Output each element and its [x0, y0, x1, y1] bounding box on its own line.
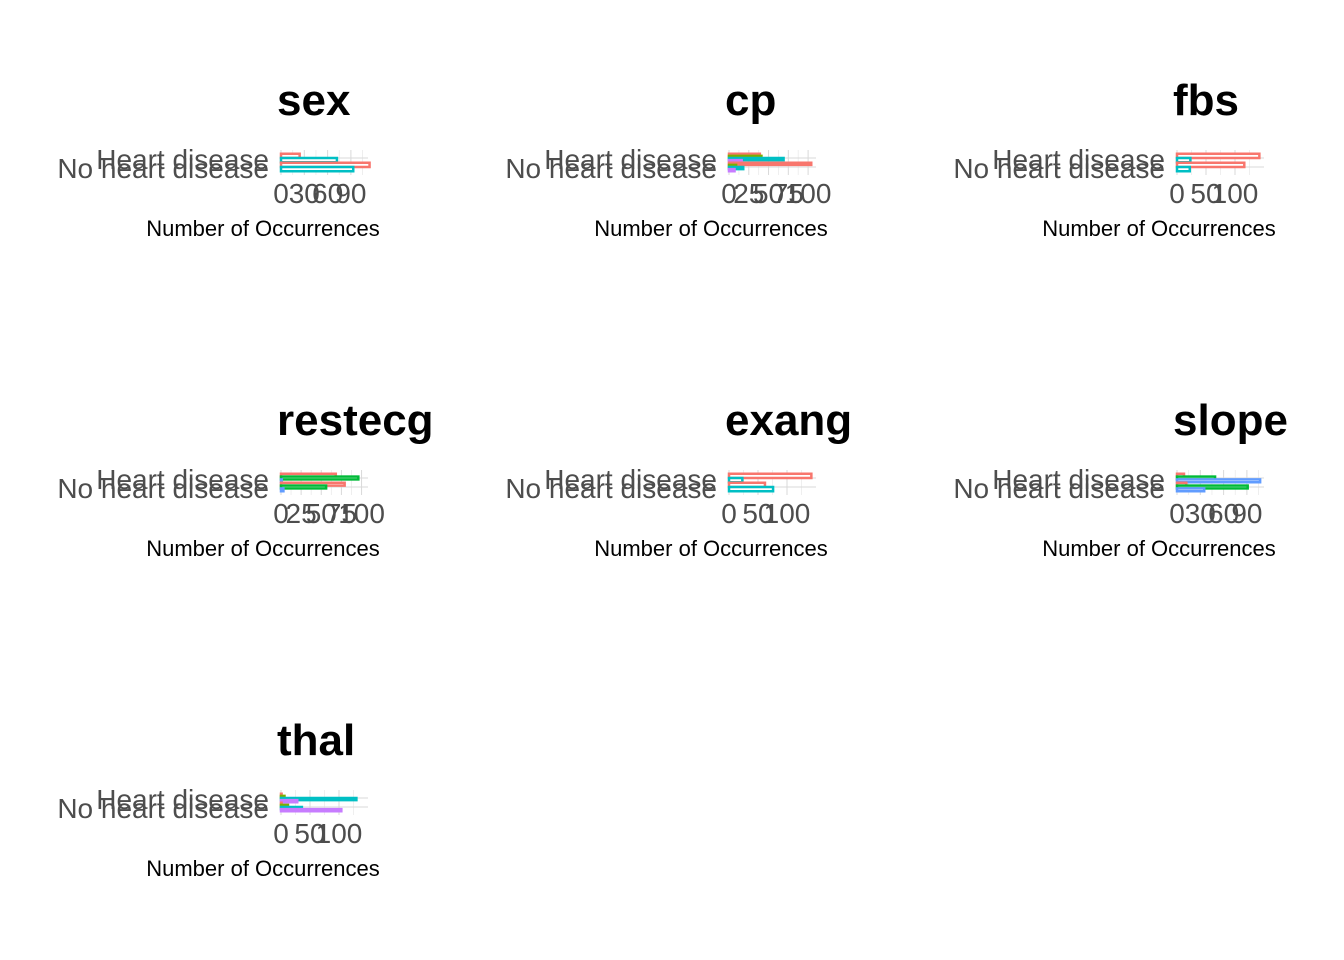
- x-tick-label: 0: [273, 498, 289, 529]
- x-tick-label: 50: [1190, 178, 1221, 209]
- bar: [1175, 478, 1262, 484]
- y-tick-label: Heart disease: [96, 144, 269, 175]
- x-tick-label: 30: [289, 178, 320, 209]
- x-tick-label: 30: [1185, 498, 1216, 529]
- y-tick-label: No heart disease: [505, 153, 717, 184]
- bar: [727, 472, 813, 480]
- bar: [727, 167, 736, 173]
- facet-title: slope: [1173, 396, 1288, 445]
- x-tick-label: 50: [306, 498, 337, 529]
- x-tick-label: 100: [316, 818, 363, 849]
- x-axis-label: Number of Occurrences: [1042, 216, 1276, 241]
- y-tick-label: No heart disease: [57, 793, 269, 824]
- bar: [727, 485, 775, 493]
- x-tick-label: 75: [326, 498, 357, 529]
- bar: [1175, 487, 1206, 493]
- bar: [279, 798, 299, 804]
- x-tick-label: 100: [764, 498, 811, 529]
- x-axis-label: Number of Occurrences: [146, 216, 380, 241]
- x-tick-label: 50: [742, 498, 773, 529]
- facet-title: restecg: [277, 396, 434, 445]
- bar: [279, 165, 355, 173]
- y-tick-label: No heart disease: [953, 153, 1165, 184]
- y-tick-label: Heart disease: [544, 144, 717, 175]
- bar: [279, 807, 343, 813]
- y-tick-label: No heart disease: [57, 153, 269, 184]
- x-tick-label: 0: [273, 818, 289, 849]
- y-tick-label: No heart disease: [505, 473, 717, 504]
- bar: [279, 475, 360, 481]
- facet-title: exang: [725, 396, 852, 445]
- x-tick-label: 75: [773, 178, 804, 209]
- y-tick-label: Heart disease: [992, 144, 1165, 175]
- x-tick-label: 25: [286, 498, 317, 529]
- bar: [1175, 484, 1249, 490]
- x-tick-label: 0: [1169, 498, 1185, 529]
- x-axis-label: Number of Occurrences: [146, 536, 380, 561]
- y-tick-label: Heart disease: [544, 464, 717, 495]
- x-tick-label: 60: [312, 178, 343, 209]
- x-tick-label: 100: [1212, 178, 1259, 209]
- x-tick-label: 0: [273, 178, 289, 209]
- bar: [279, 487, 285, 493]
- y-tick-label: Heart disease: [992, 464, 1165, 495]
- x-axis-label: Number of Occurrences: [594, 216, 828, 241]
- x-axis-label: Number of Occurrences: [146, 856, 380, 881]
- facet-title: thal: [277, 716, 355, 765]
- bar: [1175, 165, 1192, 173]
- facet-title: fbs: [1173, 76, 1239, 125]
- x-axis-label: Number of Occurrences: [594, 536, 828, 561]
- y-tick-label: No heart disease: [57, 473, 269, 504]
- bar: [1175, 161, 1246, 169]
- bar: [1175, 152, 1261, 160]
- x-tick-label: 25: [733, 178, 764, 209]
- bar: [279, 484, 328, 490]
- x-tick-label: 100: [785, 178, 832, 209]
- y-tick-label: No heart disease: [953, 473, 1165, 504]
- x-tick-label: 50: [294, 818, 325, 849]
- facet-title: cp: [725, 76, 776, 125]
- y-tick-label: Heart disease: [96, 464, 269, 495]
- x-tick-label: 60: [1208, 498, 1239, 529]
- x-tick-label: 0: [1169, 178, 1185, 209]
- x-axis-label: Number of Occurrences: [1042, 536, 1276, 561]
- facet-title: sex: [277, 76, 351, 125]
- x-tick-label: 0: [721, 498, 737, 529]
- x-tick-label: 90: [1231, 498, 1262, 529]
- x-tick-label: 100: [338, 498, 385, 529]
- bar: [727, 161, 813, 167]
- x-tick-label: 90: [335, 178, 366, 209]
- x-tick-label: 50: [753, 178, 784, 209]
- x-tick-label: 0: [721, 178, 737, 209]
- y-tick-label: Heart disease: [96, 784, 269, 815]
